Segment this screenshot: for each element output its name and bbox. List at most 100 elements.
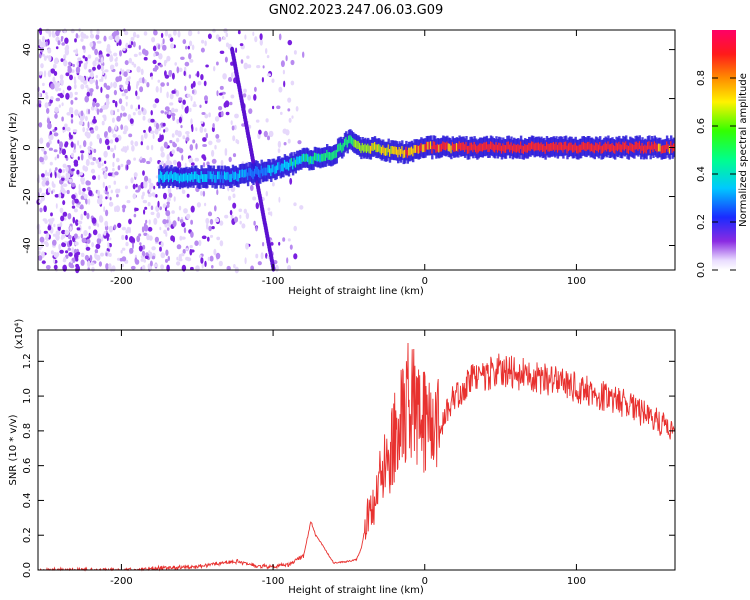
- signal-core: [408, 147, 411, 156]
- signal-core: [248, 167, 251, 176]
- signal-core: [531, 141, 533, 150]
- signal-core: [327, 152, 330, 160]
- noise-speckle: [96, 40, 102, 44]
- noise-speckle: [84, 57, 88, 62]
- noise-speckle: [83, 62, 88, 70]
- noise-speckle: [165, 210, 171, 217]
- signal-core: [666, 141, 669, 150]
- noise-speckle: [181, 236, 186, 240]
- noise-speckle: [80, 84, 85, 90]
- signal-core: [356, 141, 359, 149]
- noise-speckle: [287, 97, 292, 103]
- noise-speckle: [80, 153, 84, 161]
- noise-speckle: [156, 212, 161, 219]
- noise-speckle: [224, 56, 228, 63]
- x-tick-label: -200: [110, 576, 133, 587]
- noise-speckle: [202, 144, 208, 147]
- signal-core: [509, 144, 512, 153]
- signal-core: [372, 143, 375, 151]
- noise-speckle: [138, 77, 144, 84]
- noise-speckle: [168, 218, 171, 224]
- noise-speckle: [180, 56, 185, 60]
- signal-core: [339, 142, 342, 151]
- noise-speckle: [120, 249, 123, 254]
- noise-speckle: [223, 102, 227, 108]
- noise-speckle: [266, 73, 271, 77]
- noise-speckle: [176, 261, 181, 266]
- noise-speckle: [252, 196, 257, 201]
- noise-speckle: [53, 264, 58, 270]
- noise-speckle: [89, 154, 93, 160]
- noise-speckle: [142, 199, 148, 204]
- noise-speckle: [139, 242, 142, 246]
- noise-speckle: [56, 223, 62, 227]
- noise-speckle: [86, 260, 91, 268]
- noise-speckle: [216, 61, 219, 66]
- signal-core: [516, 144, 518, 153]
- noise-speckle: [145, 219, 148, 224]
- signal-core: [496, 144, 499, 153]
- noise-speckle: [45, 180, 50, 186]
- noise-speckle: [176, 66, 180, 74]
- noise-speckle: [62, 183, 68, 187]
- noise-speckle: [62, 200, 66, 206]
- signal-core: [532, 141, 535, 150]
- noise-speckle: [125, 241, 129, 247]
- noise-speckle: [106, 53, 110, 57]
- noise-speckle: [140, 258, 144, 262]
- noise-speckle: [77, 156, 80, 161]
- noise-speckle: [169, 93, 174, 100]
- signal-core: [528, 142, 531, 151]
- signal-core: [581, 142, 584, 150]
- signal-core: [481, 143, 484, 152]
- noise-speckle: [250, 265, 255, 271]
- noise-speckle: [82, 45, 86, 50]
- noise-speckle: [66, 189, 70, 195]
- noise-speckle: [114, 100, 118, 108]
- signal-core: [311, 156, 314, 165]
- signal-core: [569, 142, 572, 151]
- noise-speckle: [237, 30, 241, 35]
- signal-core: [270, 168, 273, 177]
- noise-speckle: [108, 35, 112, 40]
- noise-speckle: [178, 67, 183, 73]
- signal-core: [667, 144, 670, 152]
- noise-speckle: [160, 32, 164, 39]
- noise-speckle: [302, 51, 305, 58]
- figure-title: GN02.2023.247.06.03.G09: [269, 3, 444, 18]
- noise-speckle: [157, 200, 160, 208]
- noise-speckle: [211, 149, 215, 157]
- signal-core: [485, 141, 488, 150]
- noise-speckle: [100, 252, 104, 257]
- noise-speckle: [183, 208, 188, 214]
- noise-speckle: [154, 128, 159, 135]
- signal-core: [236, 173, 239, 181]
- signal-core: [278, 161, 281, 170]
- noise-speckle: [50, 68, 56, 74]
- noise-speckle: [195, 127, 198, 132]
- noise-speckle: [143, 232, 148, 236]
- signal-core: [218, 171, 221, 180]
- noise-speckle: [144, 175, 149, 182]
- signal-core: [264, 167, 267, 176]
- noise-speckle: [166, 227, 170, 231]
- signal-core: [614, 145, 617, 154]
- noise-speckle: [92, 229, 98, 236]
- noise-speckle: [203, 80, 207, 87]
- noise-speckle: [178, 97, 183, 101]
- noise-speckle: [182, 135, 186, 140]
- signal-core: [550, 143, 553, 151]
- noise-speckle: [54, 106, 59, 113]
- noise-speckle: [48, 55, 52, 62]
- noise-speckle: [128, 76, 131, 80]
- noise-speckle: [91, 242, 94, 248]
- noise-speckle: [243, 208, 247, 214]
- noise-speckle: [223, 28, 228, 34]
- signal-core: [244, 169, 247, 178]
- signal-core: [595, 142, 598, 151]
- signal-core: [229, 174, 232, 183]
- signal-core: [442, 141, 445, 150]
- signal-core: [384, 148, 387, 156]
- noise-speckle: [96, 108, 100, 115]
